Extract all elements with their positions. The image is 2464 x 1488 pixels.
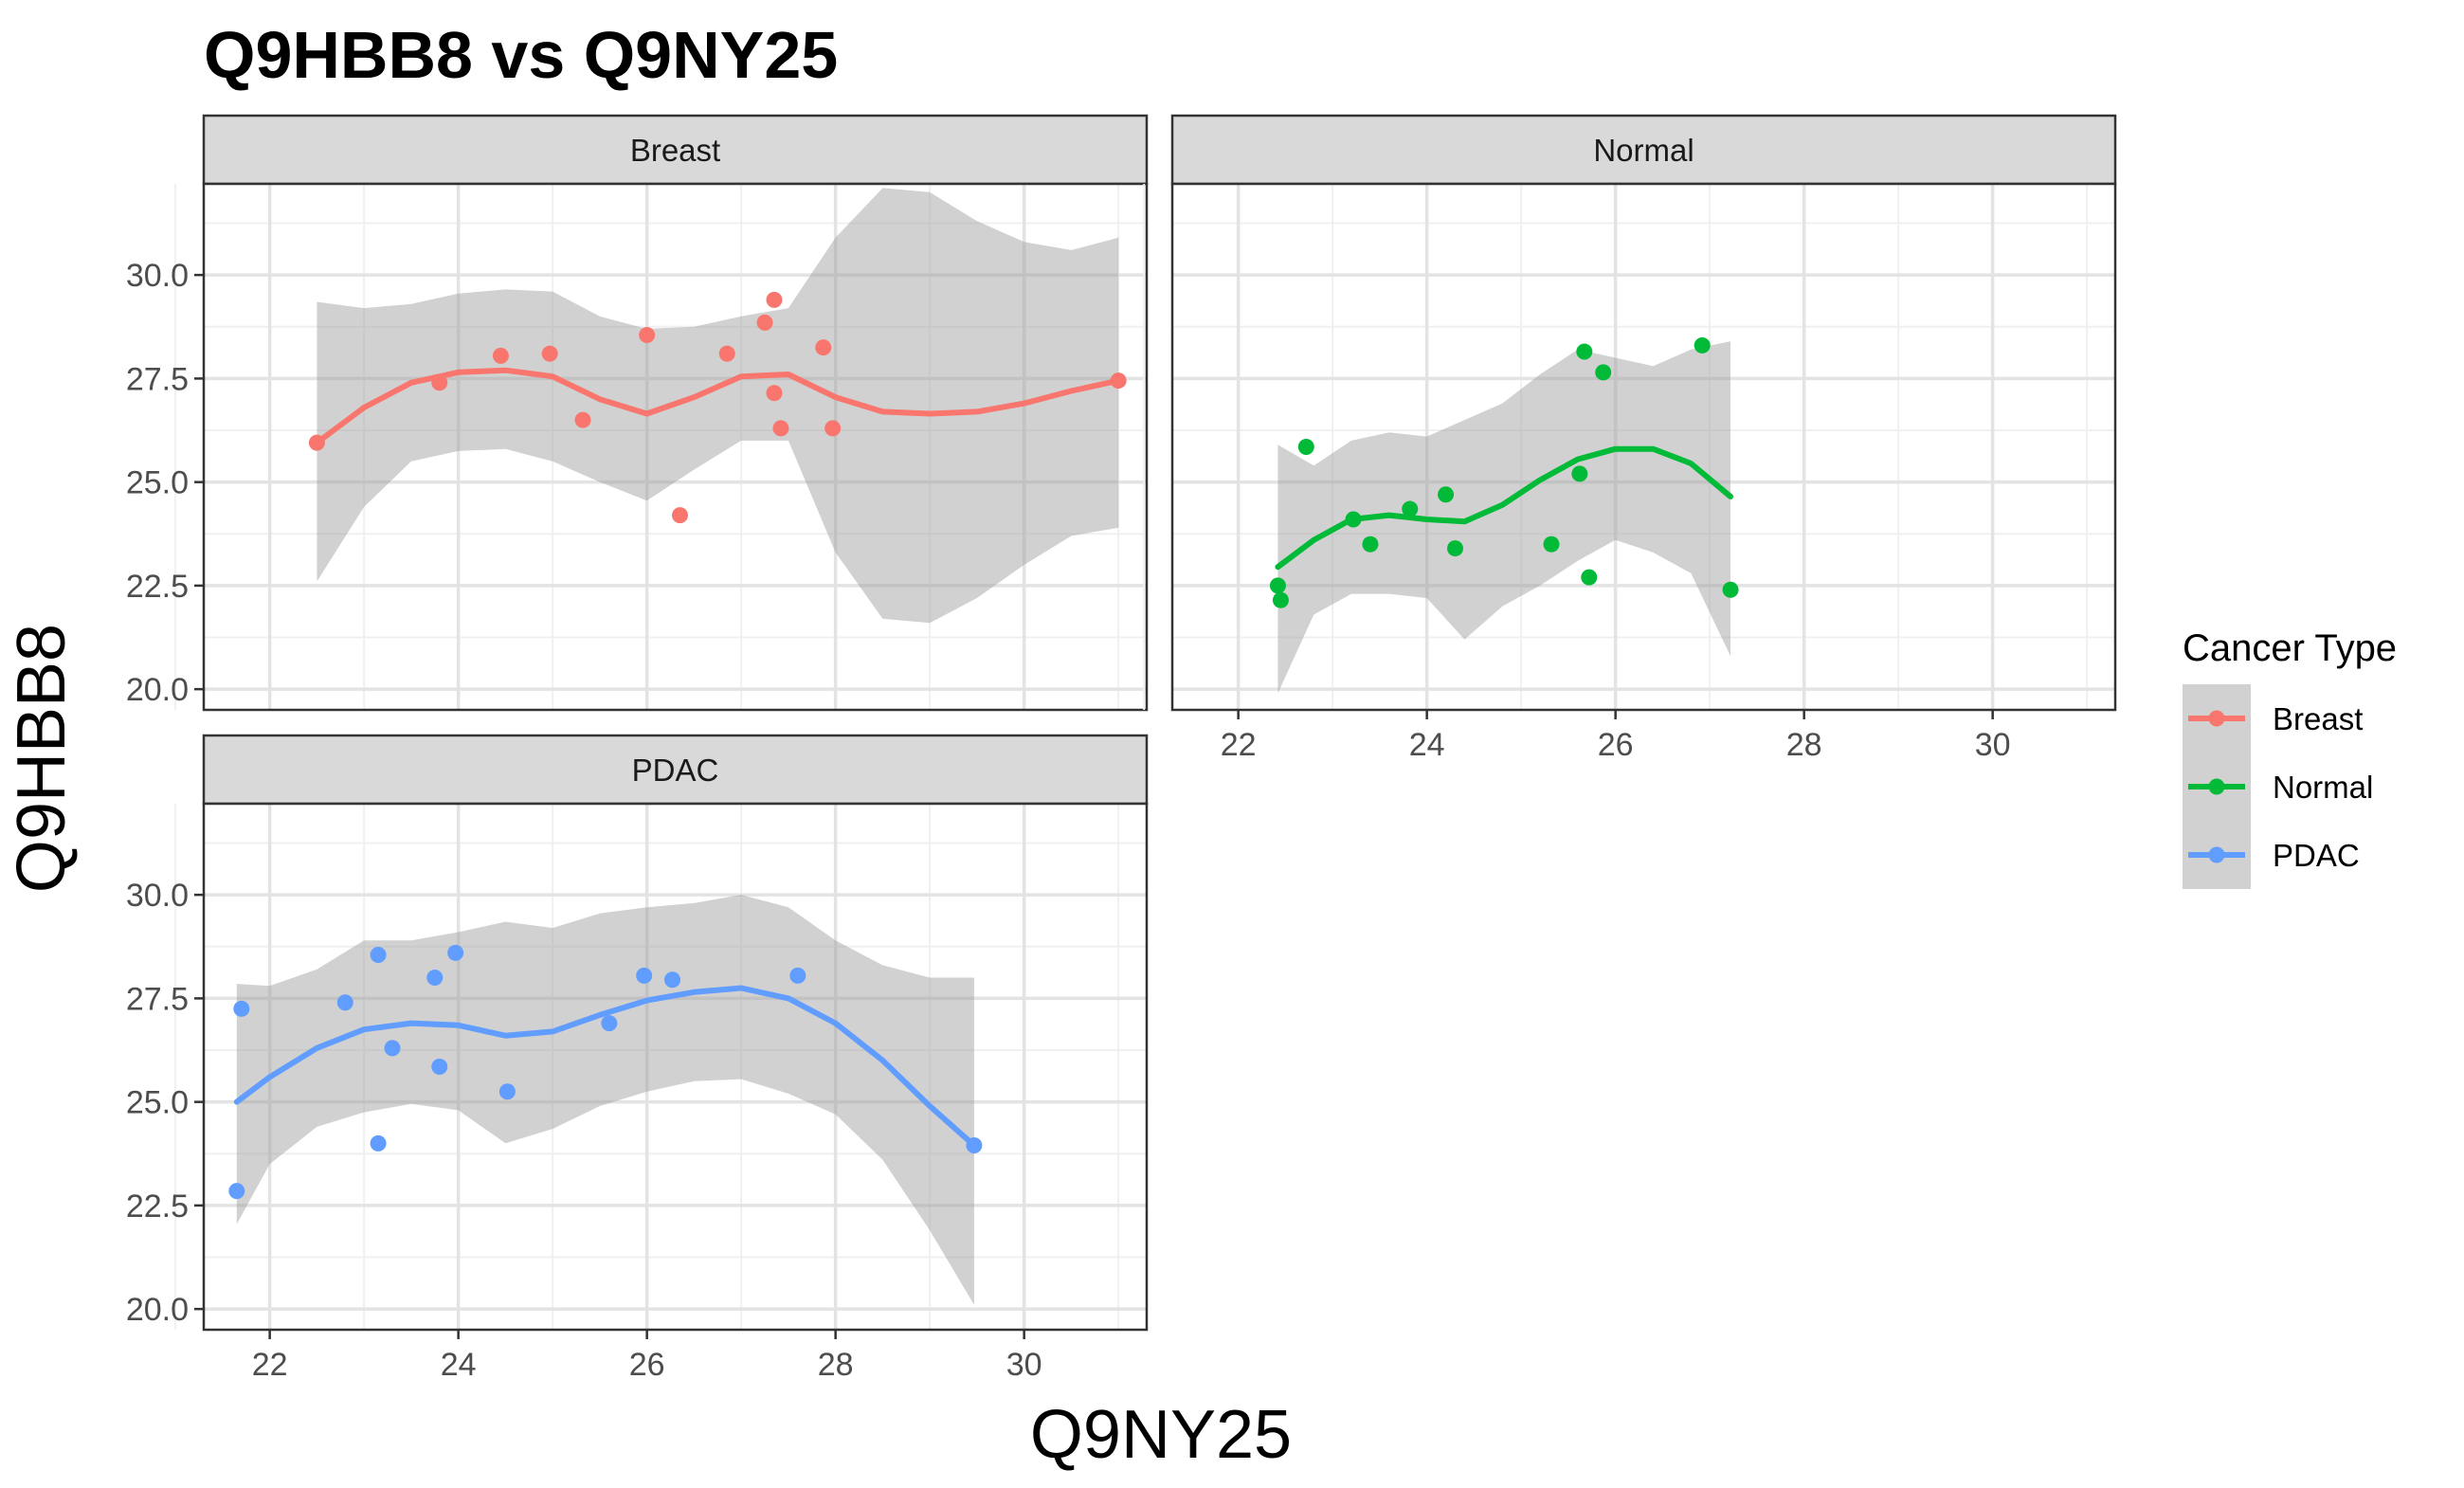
data-point	[1297, 439, 1314, 455]
x-tick-label: 30	[1006, 1347, 1042, 1383]
data-point	[1571, 465, 1588, 482]
legend-key-point	[2208, 710, 2225, 727]
y-tick-label: 27.5	[126, 361, 189, 397]
confidence-ribbon	[317, 188, 1119, 624]
x-tick-label: 26	[629, 1347, 665, 1383]
chart-title: Q9HBB8 vs Q9NY25	[204, 18, 838, 92]
data-point	[447, 944, 464, 961]
legend-title: Cancer Type	[2183, 627, 2397, 669]
data-point	[431, 1059, 448, 1075]
legend-key-point	[2208, 778, 2225, 795]
plot-background	[204, 184, 1147, 710]
data-point	[664, 971, 681, 989]
data-point	[492, 347, 509, 364]
x-tick-label: 28	[818, 1347, 854, 1383]
y-tick-label: 25.0	[126, 1085, 189, 1121]
data-point	[426, 970, 444, 987]
facet-strip	[202, 114, 1149, 186]
smooth-line	[233, 985, 977, 1149]
facet-panel-breast: Breast 20.0 22.5 25.0 27.5 30.0	[126, 114, 1149, 712]
x-tick-label: 22	[1221, 727, 1257, 763]
data-point	[1269, 577, 1286, 594]
data-point	[639, 327, 656, 344]
data-point	[601, 1015, 618, 1032]
x-tick-label: 28	[1786, 727, 1822, 763]
data-point	[636, 967, 653, 984]
data-point	[789, 967, 806, 984]
facet-panel-normal: Normal 22 24 26 28 30	[1143, 114, 2117, 763]
data-point	[766, 385, 783, 402]
data-point	[1447, 540, 1463, 557]
facet-panels: Breast 20.0 22.5 25.0 27.5 30.0 Normal 22 24 26 28…	[126, 114, 2117, 1383]
facet-strip-label: PDAC	[632, 753, 719, 788]
facet-strip-label: Breast	[630, 133, 720, 168]
data-point	[384, 1040, 401, 1057]
y-tick-label: 30.0	[126, 878, 189, 914]
plot-background	[204, 804, 1147, 1330]
y-tick-label: 30.0	[126, 258, 189, 294]
x-tick-label: 24	[441, 1347, 477, 1383]
legend-label: Breast	[2273, 701, 2363, 736]
facet-strip-label: Normal	[1593, 133, 1694, 168]
y-tick-label: 22.5	[126, 1189, 189, 1225]
data-point	[815, 339, 832, 356]
legend: Cancer Type Breast Normal PDAC	[2183, 627, 2397, 889]
legend-label: PDAC	[2273, 838, 2360, 873]
confidence-ribbon	[1277, 341, 1730, 694]
data-point	[370, 947, 387, 964]
data-point	[1438, 486, 1455, 503]
x-tick-label: 26	[1598, 727, 1634, 763]
x-tick-label: 22	[252, 1347, 288, 1383]
y-axis-title: Q9HBB8	[4, 624, 80, 893]
data-point	[574, 411, 591, 428]
facet-panel-pdac: PDAC 20.0 22.5 25.0 27.5 30.0 22 24 26 28 30	[126, 734, 1149, 1383]
data-point	[766, 291, 783, 308]
smooth-line	[314, 367, 1122, 446]
legend-label: Normal	[2273, 770, 2373, 805]
y-tick-label: 22.5	[126, 569, 189, 605]
facet-strip	[1170, 114, 2117, 186]
legend-key-point	[2208, 846, 2225, 863]
smooth-line	[1275, 445, 1733, 571]
panel-border	[202, 182, 1149, 712]
data-point	[772, 420, 789, 437]
x-tick-label: 24	[1409, 727, 1445, 763]
data-point	[1362, 535, 1379, 553]
y-tick-label: 25.0	[126, 465, 189, 501]
data-point	[1543, 535, 1560, 553]
x-tick-label: 30	[1975, 727, 2011, 763]
data-point	[370, 1134, 387, 1152]
x-axis-title: Q9NY25	[1030, 1397, 1292, 1473]
data-point	[228, 1183, 245, 1200]
facet-strip	[202, 734, 1149, 806]
y-tick-label: 20.0	[126, 672, 189, 708]
data-point	[1272, 591, 1289, 608]
data-point	[1722, 581, 1739, 598]
data-point	[233, 1000, 250, 1017]
y-tick-label: 20.0	[126, 1292, 189, 1328]
data-point	[1581, 569, 1598, 586]
data-point	[1576, 343, 1593, 360]
y-tick-label: 27.5	[126, 981, 189, 1017]
data-point	[718, 345, 735, 362]
data-point	[541, 345, 558, 362]
data-point	[1402, 500, 1419, 517]
panel-border	[1170, 182, 2117, 712]
data-point	[671, 507, 688, 524]
data-point	[1595, 364, 1612, 381]
panel-border	[202, 802, 1149, 1332]
data-point	[1694, 336, 1711, 354]
data-point	[336, 994, 353, 1011]
data-point	[756, 314, 773, 331]
data-point	[824, 420, 842, 437]
data-point	[498, 1083, 516, 1100]
